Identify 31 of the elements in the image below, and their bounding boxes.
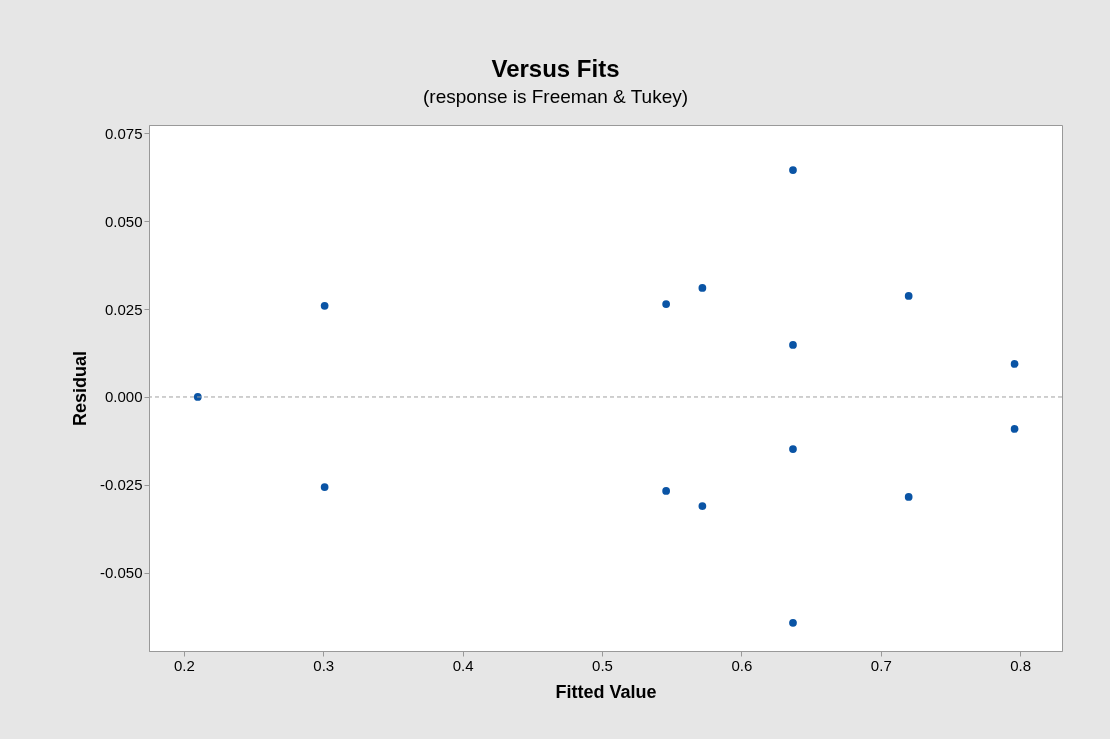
point (904, 493, 913, 501)
y-axis-title: Residual (69, 350, 90, 427)
point (698, 502, 707, 510)
x-tick-label: 0.8 (1010, 656, 1032, 674)
x-tick-label: 0.7 (870, 656, 892, 674)
point (789, 618, 797, 627)
chart-title: Versus Fits (491, 55, 620, 82)
chart-subtitle: (response is Freeman & Tukey) (422, 86, 689, 107)
y-tick-label: 0.000 (104, 388, 143, 406)
point (662, 300, 671, 308)
x-tick-label: 0.5 (592, 656, 613, 674)
point (789, 445, 797, 453)
point (320, 483, 329, 491)
point (1010, 425, 1019, 433)
x-axis-title: Fitted Value (555, 681, 657, 702)
y-tick-label: 0.050 (104, 212, 143, 230)
point (320, 301, 329, 310)
point (904, 292, 913, 300)
point (789, 166, 797, 174)
x-tick-label: 0.2 (173, 656, 195, 674)
y-tick-label: 0.025 (104, 300, 143, 318)
y-tick-label: 0.075 (104, 124, 143, 142)
y-tick-label: -0.050 (99, 564, 143, 582)
point (698, 284, 707, 292)
x-tick-label: 0.4 (452, 656, 474, 674)
point (789, 341, 797, 349)
x-tick-label: 0.6 (731, 656, 753, 674)
y-tick-label: -0.025 (99, 476, 143, 494)
point (1010, 360, 1019, 368)
x-tick-label: 0.3 (313, 656, 335, 674)
point (662, 487, 671, 495)
